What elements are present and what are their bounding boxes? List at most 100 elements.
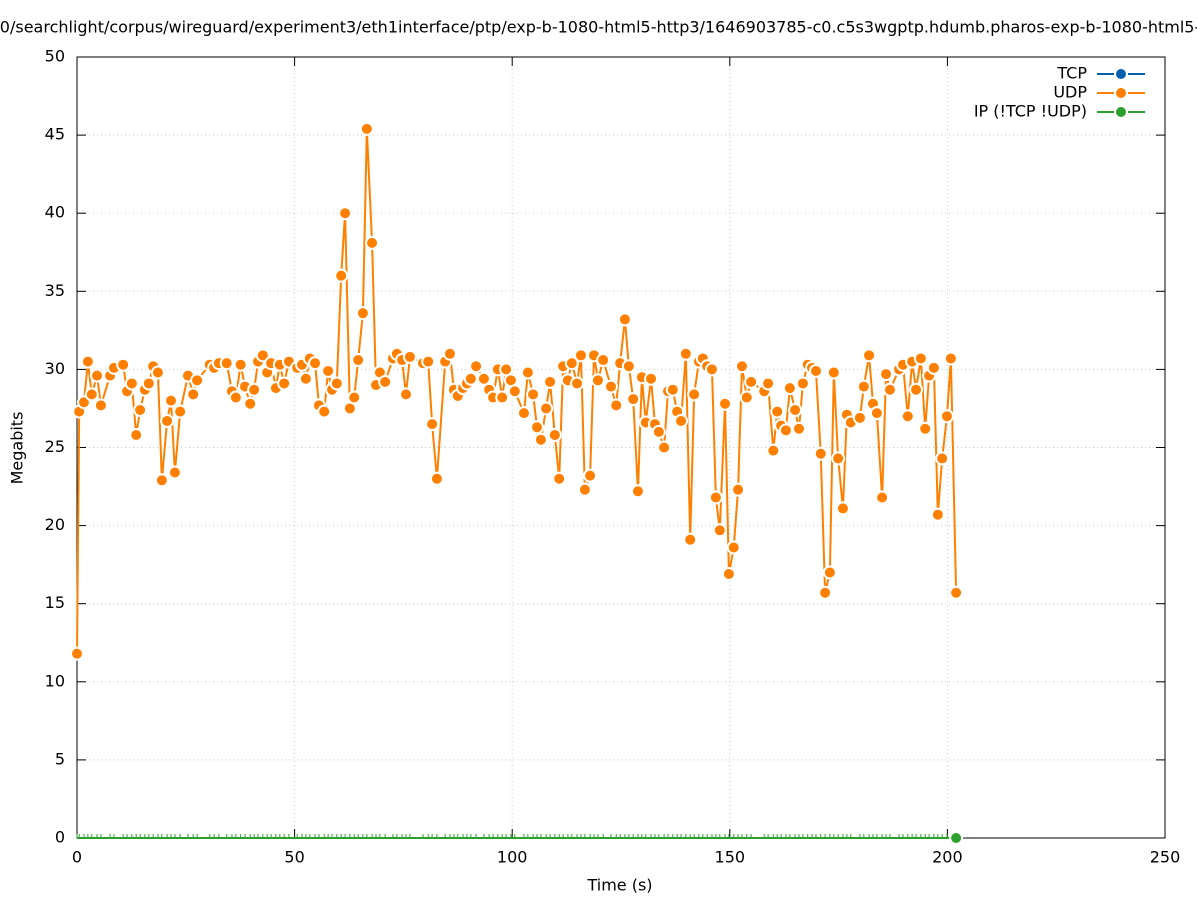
data-point (852, 410, 867, 425)
data-point (552, 471, 567, 486)
data-point (577, 482, 592, 497)
data-point (141, 376, 156, 391)
data-point (355, 306, 370, 321)
data-point (129, 428, 144, 443)
data-point (949, 585, 964, 600)
data-point (429, 471, 444, 486)
data-point (795, 376, 810, 391)
data-point (761, 376, 776, 391)
data-point (164, 393, 179, 408)
data-point (943, 351, 958, 366)
data-point (425, 417, 440, 432)
data-point (421, 354, 436, 369)
y-tick-label: 35 (45, 281, 65, 300)
y-tick-label: 5 (55, 749, 65, 768)
data-point (831, 451, 846, 466)
data-point (334, 268, 349, 283)
data-point (539, 401, 554, 416)
data-point (935, 451, 950, 466)
data-point (678, 346, 693, 361)
legend-marker (1114, 86, 1128, 100)
y-tick-label: 20 (45, 515, 65, 534)
data-point (734, 359, 749, 374)
data-point (718, 396, 733, 411)
data-point (609, 398, 624, 413)
data-point (351, 353, 366, 368)
data-point (644, 371, 659, 386)
data-point (347, 390, 362, 405)
data-point (516, 406, 531, 421)
data-point (778, 423, 793, 438)
data-point (93, 398, 108, 413)
data-point (726, 540, 741, 555)
data-point (939, 409, 954, 424)
data-point (573, 348, 588, 363)
data-point (442, 346, 457, 361)
data-point (317, 404, 332, 419)
data-point (173, 404, 188, 419)
data-point (583, 468, 598, 483)
data-point (770, 404, 785, 419)
data-point (154, 473, 169, 488)
data-point (651, 424, 666, 439)
data-point (507, 384, 522, 399)
data-point (133, 403, 148, 418)
data-point (80, 354, 95, 369)
data-point (219, 356, 234, 371)
data-point (233, 357, 248, 372)
data-point (822, 565, 837, 580)
data-point (90, 368, 105, 383)
data-point (930, 507, 945, 522)
x-tick-label: 50 (284, 848, 304, 867)
data-point (687, 387, 702, 402)
data-point (875, 490, 890, 505)
data-point (84, 387, 99, 402)
data-point (298, 371, 313, 386)
data-point (321, 363, 336, 378)
y-tick-label: 30 (45, 359, 65, 378)
data-point (495, 390, 510, 405)
data-point (621, 359, 636, 374)
data-point (813, 446, 828, 461)
data-point (900, 409, 915, 424)
data-point (359, 121, 374, 136)
data-point (526, 387, 541, 402)
data-point (856, 379, 871, 394)
chart-title: 0/searchlight/corpus/wireguard/experimen… (0, 18, 1197, 37)
y-tick-label: 0 (55, 828, 65, 847)
data-point (70, 646, 84, 661)
data-point (808, 363, 823, 378)
data-point (909, 382, 924, 397)
y-tick-label: 25 (45, 437, 65, 456)
y-tick-label: 10 (45, 671, 65, 690)
data-point (782, 381, 797, 396)
data-point (674, 413, 689, 428)
data-point (665, 382, 680, 397)
data-point (708, 490, 723, 505)
data-point (190, 373, 205, 388)
y-tick-label: 45 (45, 125, 65, 144)
data-point (186, 387, 201, 402)
data-point (228, 390, 243, 405)
data-point (721, 567, 736, 582)
data-point (603, 379, 618, 394)
data-point (247, 382, 262, 397)
x-tick-label: 0 (72, 848, 82, 867)
data-point (329, 376, 344, 391)
data-point (520, 365, 535, 380)
data-point (826, 365, 841, 380)
legend-label: IP (!TCP !UDP) (974, 102, 1087, 121)
data-point (167, 465, 182, 480)
data-point (630, 484, 645, 499)
data-point (378, 374, 393, 389)
data-point (791, 421, 806, 436)
x-tick-label: 200 (932, 848, 963, 867)
data-point (739, 390, 754, 405)
y-axis-label: Megabits (8, 412, 27, 485)
data-point (712, 523, 727, 538)
y-tick-label: 50 (45, 47, 65, 66)
y-tick-label: 40 (45, 203, 65, 222)
data-point (308, 356, 323, 371)
data-point (160, 413, 175, 428)
